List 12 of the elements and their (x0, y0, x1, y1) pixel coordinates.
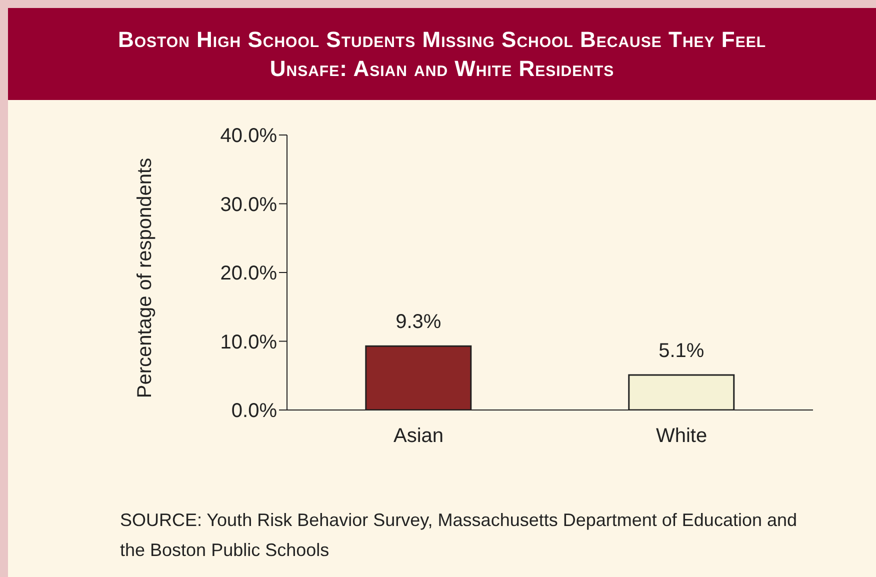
y-tick-label: 0.0% (231, 400, 278, 422)
y-axis-title: Percentage of respondents (133, 156, 157, 400)
x-tick-label: White (656, 425, 708, 448)
data-label: 9.3% (396, 311, 442, 334)
chart-title: Boston High School Students Missing School Because They Feel Unsafe: Asian and White Residents (116, 26, 768, 83)
source-note: SOURCE: Youth Risk Behavior Survey, Massachusetts Department of Education and the Boston Public Schools (120, 509, 798, 562)
y-tick-label: 30.0% (220, 194, 278, 216)
y-tick-label: 20.0% (220, 262, 278, 285)
x-tick-label: Asian (393, 425, 444, 448)
y-tick-label: 40.0% (220, 125, 278, 148)
y-tick-label: 10.0% (220, 331, 278, 354)
data-label: 5.1% (658, 340, 704, 362)
